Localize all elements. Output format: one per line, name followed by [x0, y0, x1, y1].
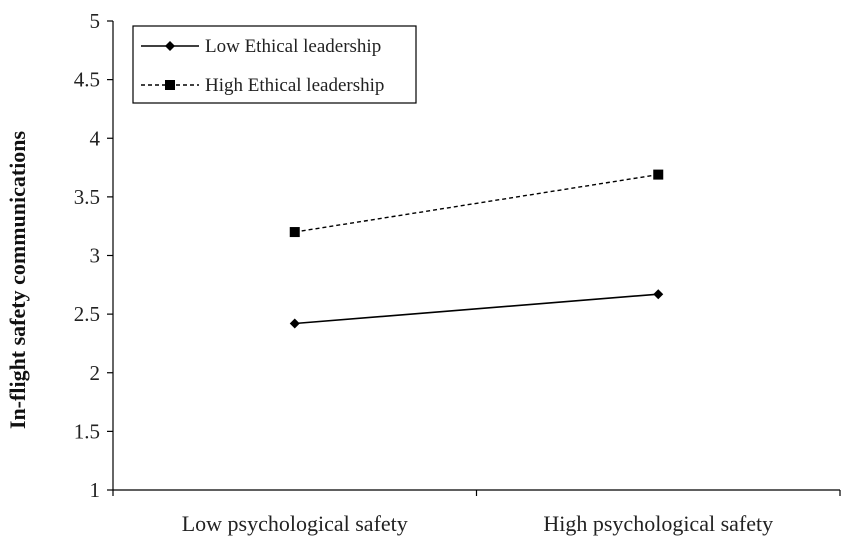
data-point-diamond: [653, 289, 664, 300]
axes: [107, 20, 841, 496]
legend-square-marker: [165, 80, 175, 90]
y-tick-label: 5: [90, 9, 101, 33]
y-tick-label: 3.5: [74, 185, 100, 209]
data-point-square: [289, 227, 300, 238]
y-tick-label: 2.5: [74, 302, 100, 326]
legend-box: [132, 25, 417, 104]
x-category-label: Low psychological safety: [182, 511, 408, 536]
y-tick-label: 4: [90, 126, 101, 150]
y-axis-label: In-flight safety communications: [5, 130, 30, 429]
legend-label-high: High Ethical leadership: [205, 75, 384, 96]
y-tick-label: 4.5: [74, 68, 100, 92]
data-point-square: [653, 169, 664, 180]
y-tick-label: 3: [90, 244, 101, 268]
data-point-diamond: [289, 318, 300, 329]
y-tick-label: 1.5: [74, 419, 100, 443]
series-line: [294, 293, 659, 325]
x-category-labels: Low psychological safety High psychologic…: [182, 511, 773, 536]
legend: Low Ethical leadership High Ethical lead…: [132, 25, 417, 104]
series-line: [294, 173, 659, 233]
x-category-label: High psychological safety: [543, 511, 773, 536]
y-tick-label: 2: [90, 361, 101, 385]
y-tick-labels: 1 1.5 2 2.5 3 3.5 4 4.5 5: [74, 9, 101, 502]
legend-diamond-marker: [165, 41, 175, 51]
y-tick-label: 1: [90, 478, 101, 502]
legend-label-low: Low Ethical leadership: [205, 36, 381, 57]
series-group: [289, 169, 664, 329]
